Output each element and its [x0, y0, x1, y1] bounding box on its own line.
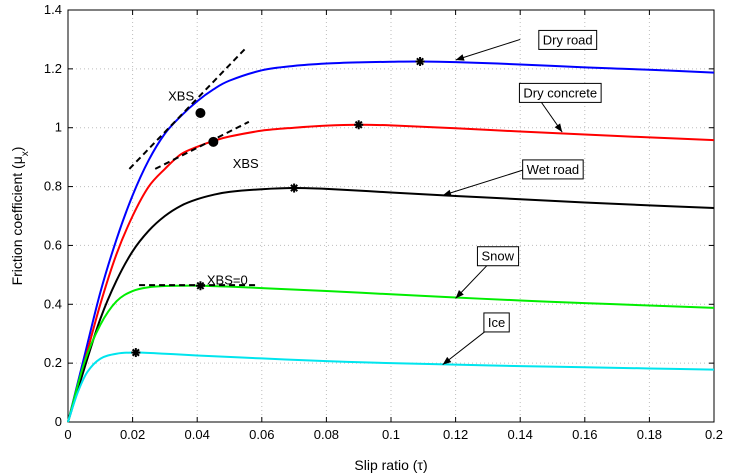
annotation-arrowhead-dry-road — [455, 54, 465, 61]
annotation-label-dry-concrete: Dry concrete — [523, 85, 597, 100]
y-tick-label: 1.4 — [44, 2, 62, 17]
x-tick-label: 0.08 — [314, 427, 339, 442]
y-tick-label: 0.4 — [44, 296, 62, 311]
annotation-label-ice: Ice — [488, 315, 505, 330]
y-tick-label: 0 — [55, 414, 62, 429]
tangent-point-marker — [195, 108, 206, 118]
x-tick-label: 0.2 — [705, 427, 723, 442]
annotation-box-wet-road — [522, 159, 584, 180]
x-tick-label: 0.18 — [637, 427, 662, 442]
annotation-label-xbs: XBS — [233, 156, 259, 171]
y-tick-label: 1.2 — [44, 61, 62, 76]
peak-star-stroke — [290, 184, 298, 192]
annotation-arrowhead-ice — [442, 356, 452, 365]
axis-ticks: 0 0.02 0.04 0.06 0.08 0.1 0.12 0.14 0.16 0.18 0.2 0… — [44, 2, 723, 442]
y-axis-label: Friction coefficient (μx) — [9, 147, 31, 286]
x-tick-label: 0.12 — [443, 427, 468, 442]
series-line-snow — [67, 284, 715, 423]
x-axis-label: Slip ratio (τ) — [354, 457, 427, 473]
tangent-line — [128, 47, 247, 170]
peak-star-stroke — [416, 57, 424, 66]
x-tick-label: 0.16 — [572, 427, 597, 442]
annotation-box-dry-road — [538, 29, 598, 50]
series-line-dry-concrete — [67, 123, 715, 423]
y-axis-label-sub: x — [20, 151, 31, 156]
annotation-arrowhead-dry-concrete — [554, 123, 563, 133]
x-tick-label: 0.06 — [249, 427, 274, 442]
annotation-label-snow: Snow — [481, 249, 514, 264]
x-tick-label: 0.1 — [382, 427, 400, 442]
x-tick-label: 0.02 — [120, 427, 145, 442]
series-line-ice — [67, 351, 715, 423]
series-line-wet-road — [67, 187, 715, 423]
peak-marker-wet-road — [289, 183, 299, 193]
annotation-label-xbs: XBS — [168, 88, 194, 103]
annotation-arrow-dry-road — [455, 38, 521, 61]
annotation-box-dry-concrete — [518, 82, 602, 103]
tangent-point-marker — [208, 136, 219, 147]
grid — [68, 10, 714, 422]
peak-marker-dry-concrete — [354, 120, 364, 130]
series — [67, 57, 715, 423]
peak-star-stroke — [131, 348, 140, 357]
annotation-arrow-ice — [442, 328, 489, 366]
peak-marker-ice — [131, 348, 141, 358]
annotation-box-snow — [476, 246, 520, 267]
y-tick-label: 1 — [55, 120, 62, 135]
y-axis-label-main: Friction coefficient (μ — [9, 156, 25, 285]
x-tick-label: 0.14 — [508, 427, 533, 442]
peak-star-stroke — [354, 120, 363, 129]
annotation-label-wet-road: Wet road — [527, 162, 580, 177]
y-tick-label: 0.6 — [44, 237, 62, 252]
peak-marker-dry-road — [415, 57, 425, 66]
y-axis-label-close: ) — [9, 147, 25, 152]
annotation-arrowhead-wet-road — [442, 189, 452, 197]
annotation-label-xbs-0: XBS=0 — [207, 272, 248, 287]
y-tick-label: 0.2 — [44, 355, 62, 370]
tangent-lines — [128, 47, 256, 287]
annotation-arrowhead-snow — [455, 290, 464, 299]
x-tick-label: 0.04 — [185, 427, 210, 442]
x-tick-label: 0 — [64, 427, 71, 442]
annotation-label-dry-road: Dry road — [543, 32, 593, 47]
annotation-arrow-wet-road — [442, 168, 527, 196]
series-line-dry-road — [67, 60, 715, 423]
annotations: Dry road Dry concrete Wet road Snow Ice XBS XB… — [168, 29, 602, 366]
tangent-line — [154, 120, 250, 170]
annotation-box-ice — [483, 312, 510, 333]
y-tick-label: 0.8 — [44, 179, 62, 194]
